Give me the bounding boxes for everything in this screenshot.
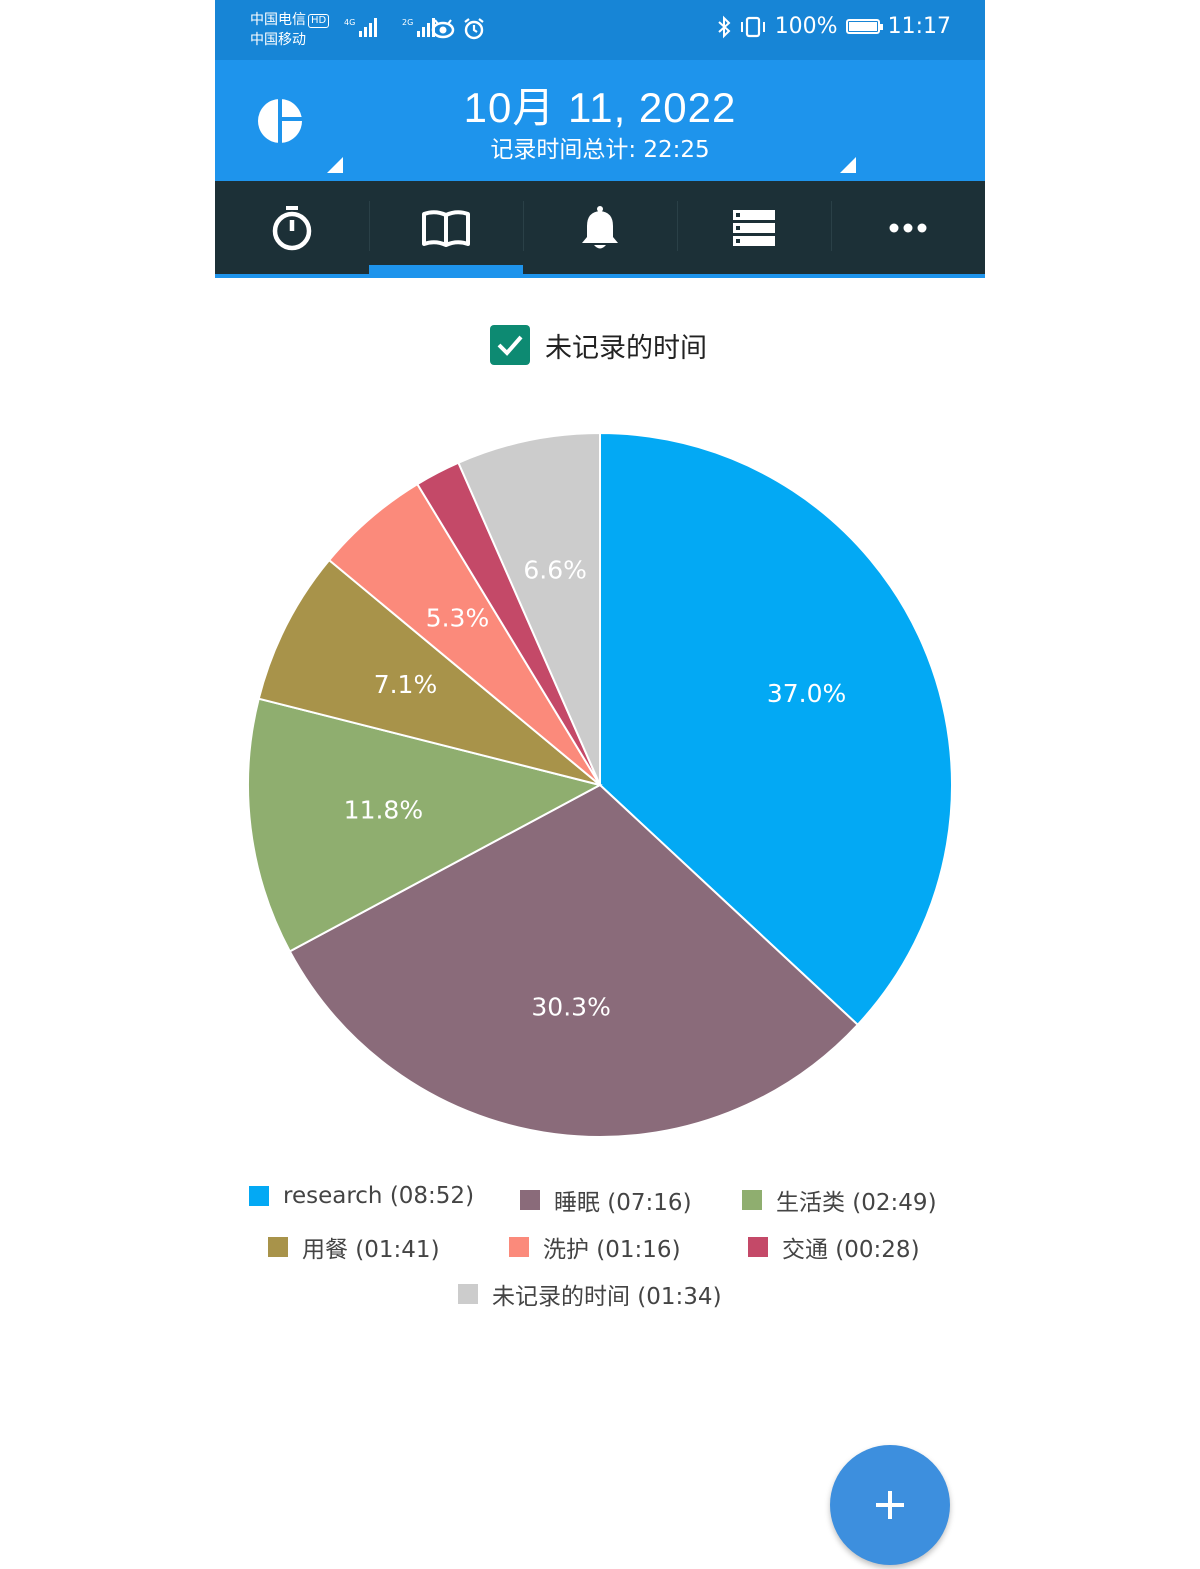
bluetooth-icon [718,15,731,38]
checkbox-label: 未记录的时间 [545,332,707,364]
legend-label: 未记录的时间 (01:34) [492,1284,722,1310]
legend-swatch [748,1237,768,1257]
legend-item-4: 洗护 (01:16) [509,1230,681,1264]
dropdown-corner-icon[interactable] [840,157,856,173]
legend-item-2: 生活类 (02:49) [742,1183,937,1217]
list-icon [733,209,775,246]
total-recorded-time: 记录时间总计: 22:25 [490,137,710,163]
legend-label: 用餐 (01:41) [302,1237,440,1263]
add-entry-button[interactable] [830,1445,950,1565]
pie-chart-icon[interactable] [257,98,303,144]
battery-icon [845,19,883,34]
carrier-info: 中国电信 HD 中国移动 [250,10,330,50]
tab-categories[interactable] [677,181,831,274]
legend-label: 睡眠 (07:16) [554,1190,692,1216]
tab-reminders[interactable] [523,181,677,274]
dropdown-corner-icon[interactable] [327,157,343,173]
tab-bar-underline [215,274,985,278]
vibrate-icon [740,16,765,37]
app-header: 10月 11, 2022 记录时间总计: 22:25 [215,60,985,181]
plus-icon [876,1491,904,1519]
legend-swatch [742,1190,762,1210]
battery-percent: 100% [774,14,838,39]
alarm-icon [464,18,484,40]
active-tab-indicator [369,265,523,274]
date-selector[interactable]: 10月 11, 2022 [463,84,737,131]
bell-icon [582,205,618,248]
signal-1-icon: 4G [344,18,378,37]
tab-timer[interactable] [215,181,369,274]
legend-label: research (08:52) [283,1183,475,1209]
pie-slice-2[interactable] [247,697,603,953]
carrier-1: 中国电信 [250,12,306,28]
legend-swatch [520,1190,540,1210]
legend-label: 洗护 (01:16) [543,1237,681,1263]
eye-icon [431,19,455,39]
pie-slice-label-1: 30.3% [531,992,610,1021]
legend-item-5: 交通 (00:28) [748,1230,920,1264]
pie-slice-1[interactable] [288,783,860,1138]
tab-log[interactable] [369,181,523,274]
legend-swatch [249,1186,269,1206]
legend-label: 生活类 (02:49) [776,1190,937,1216]
hd-badge: HD [308,14,330,28]
signal-2-tag: 2G [402,18,414,27]
pie-slice-label-0: 37.0% [767,679,846,708]
phone-screen: 中国电信 HD 中国移动 4G 2G [215,0,985,1569]
untracked-time-toggle[interactable]: 未记录的时间 [490,325,707,365]
legend-swatch [509,1237,529,1257]
legend-item-1: 睡眠 (07:16) [520,1183,692,1217]
pie-slice-label-2: 11.8% [344,796,423,825]
pie-slice-6[interactable] [457,431,601,786]
legend-item-0: research (08:52) [249,1183,474,1209]
signal-1-tag: 4G [344,18,356,27]
pie-slice-label-6: 6.6% [523,555,587,584]
legend-label: 交通 (00:28) [782,1237,920,1263]
checkbox[interactable] [490,325,530,365]
stopwatch-icon [272,205,312,250]
legend-swatch [458,1284,478,1304]
more-icon [889,223,927,232]
clock: 11:17 [887,14,951,39]
book-icon [422,209,470,247]
status-right: 100% 11:17 [717,14,951,39]
pie-slice-0[interactable] [599,431,953,1027]
legend-item-3: 用餐 (01:41) [268,1230,440,1264]
tab-more[interactable] [831,181,985,274]
checkmark-icon [497,335,523,356]
legend-swatch [268,1237,288,1257]
legend-item-6: 未记录的时间 (01:34) [458,1277,722,1311]
pie-slice-label-4: 5.3% [426,604,490,633]
tab-bar [215,181,985,278]
pie-chart: 37.0% 30.3% 11.8% 7.1% 5.3% 6.6% [247,431,953,1138]
pie-slice-3[interactable] [257,558,601,786]
pie-slice-label-3: 7.1% [374,670,438,699]
carrier-2: 中国移动 [250,32,306,48]
status-bar: 中国电信 HD 中国移动 4G 2G [215,0,985,60]
